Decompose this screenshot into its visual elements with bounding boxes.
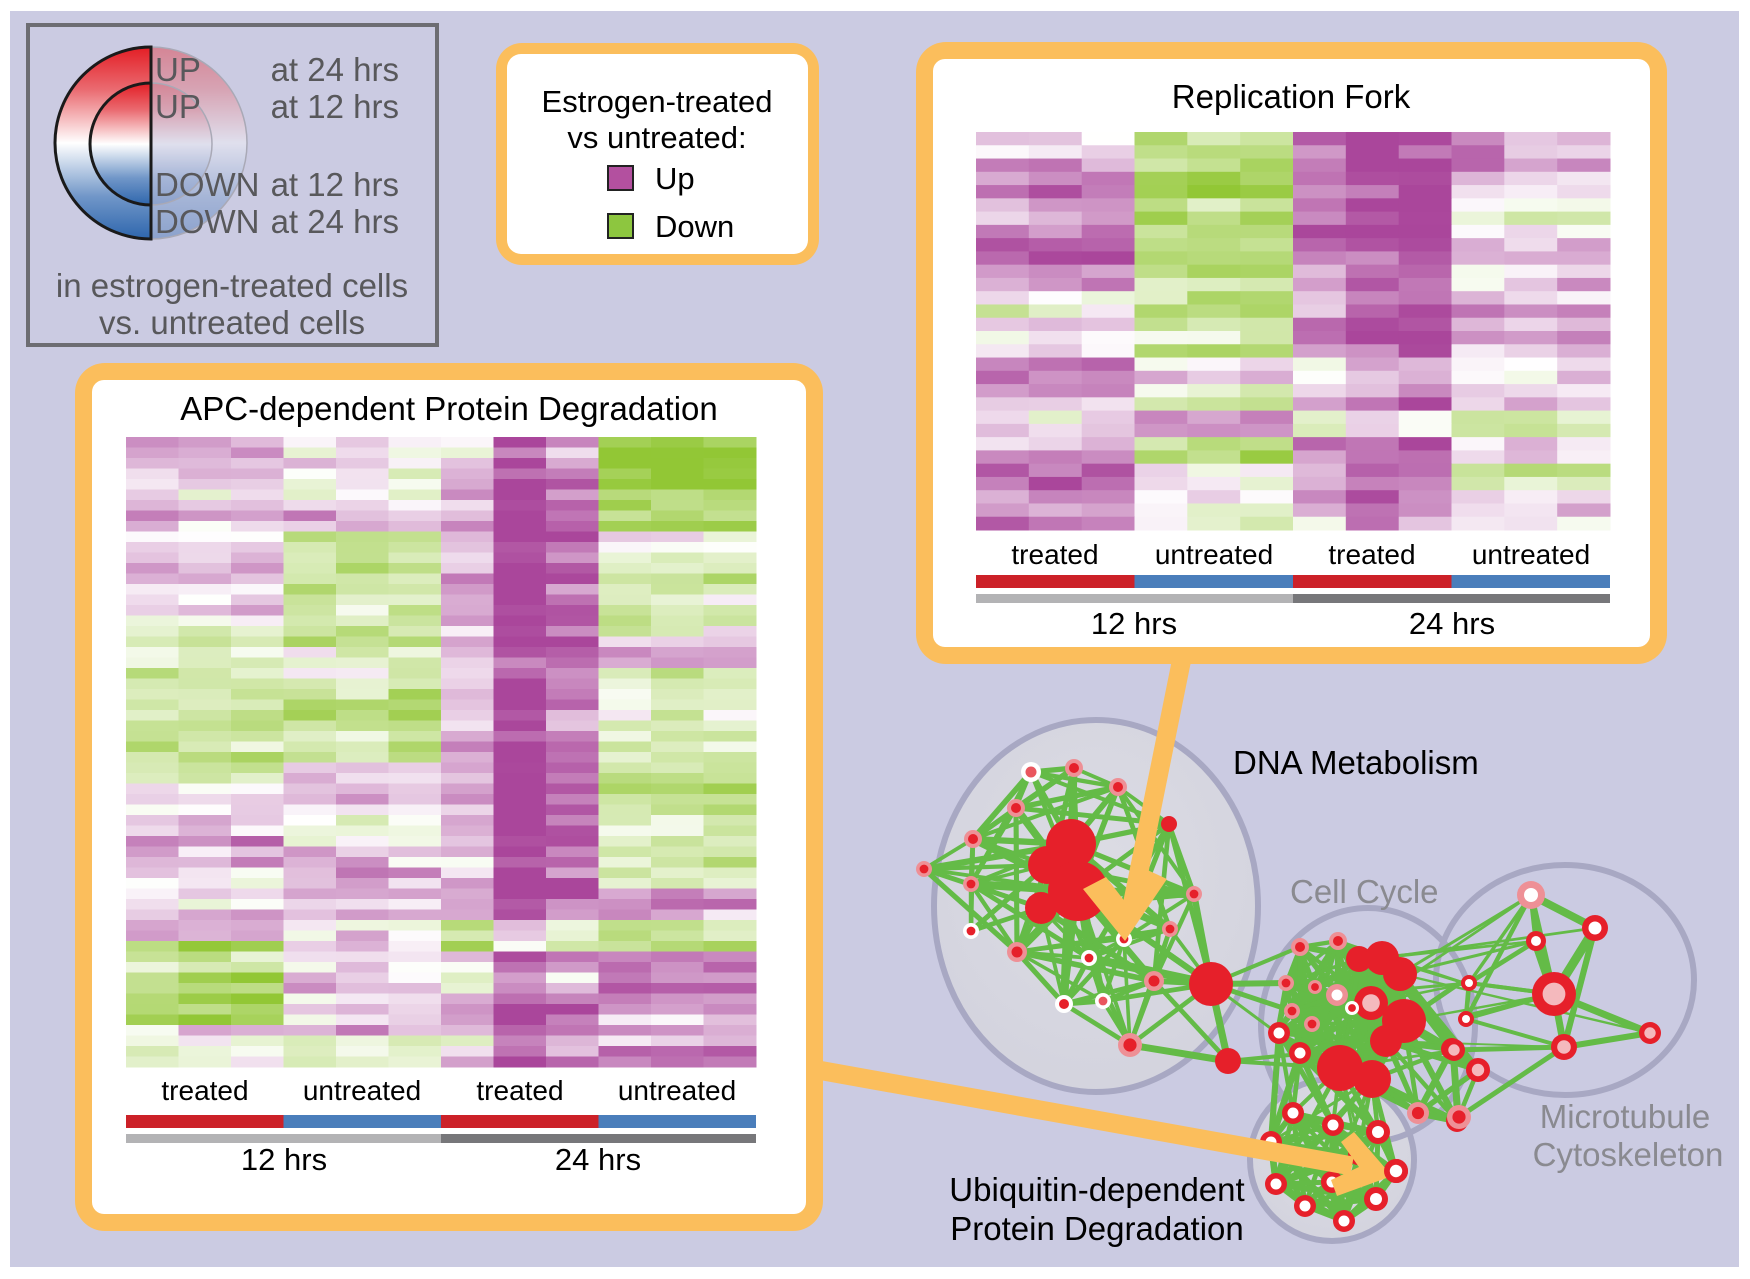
svg-text:DOWN: DOWN xyxy=(155,203,259,240)
svg-text:Ubiquitin-dependent: Ubiquitin-dependent xyxy=(949,1171,1244,1208)
svg-text:Up: Up xyxy=(655,161,695,196)
svg-text:Down: Down xyxy=(655,209,734,244)
svg-text:vs untreated:: vs untreated: xyxy=(567,120,746,155)
svg-text:Cytoskeleton: Cytoskeleton xyxy=(1533,1136,1724,1173)
svg-text:Protein Degradation: Protein Degradation xyxy=(950,1210,1244,1247)
svg-text:24 hrs: 24 hrs xyxy=(1409,606,1495,641)
svg-text:Estrogen-treated: Estrogen-treated xyxy=(542,84,773,119)
svg-text:DNA Metabolism: DNA Metabolism xyxy=(1233,744,1479,781)
svg-text:treated: treated xyxy=(1011,539,1098,570)
svg-text:Cell Cycle: Cell Cycle xyxy=(1290,873,1439,910)
svg-text:at 12 hrs: at 12 hrs xyxy=(271,88,399,125)
svg-text:treated: treated xyxy=(161,1075,248,1106)
svg-text:12 hrs: 12 hrs xyxy=(1091,606,1177,641)
svg-text:12 hrs: 12 hrs xyxy=(241,1142,327,1177)
svg-text:at 24 hrs: at 24 hrs xyxy=(271,51,399,88)
svg-text:vs. untreated cells: vs. untreated cells xyxy=(99,304,365,341)
svg-text:DOWN: DOWN xyxy=(155,166,259,203)
svg-text:untreated: untreated xyxy=(1472,539,1590,570)
svg-text:untreated: untreated xyxy=(618,1075,736,1106)
svg-text:treated: treated xyxy=(1328,539,1415,570)
svg-text:24 hrs: 24 hrs xyxy=(555,1142,641,1177)
svg-text:untreated: untreated xyxy=(1155,539,1273,570)
svg-text:UP: UP xyxy=(155,51,201,88)
svg-text:treated: treated xyxy=(476,1075,563,1106)
svg-text:Replication Fork: Replication Fork xyxy=(1172,78,1411,115)
svg-text:at 12 hrs: at 12 hrs xyxy=(271,166,399,203)
svg-text:Microtubule: Microtubule xyxy=(1540,1098,1711,1135)
svg-text:in estrogen-treated cells: in estrogen-treated cells xyxy=(56,267,408,304)
svg-text:APC-dependent Protein Degradat: APC-dependent Protein Degradation xyxy=(180,390,718,427)
svg-text:UP: UP xyxy=(155,88,201,125)
svg-text:at 24 hrs: at 24 hrs xyxy=(271,203,399,240)
svg-text:untreated: untreated xyxy=(303,1075,421,1106)
